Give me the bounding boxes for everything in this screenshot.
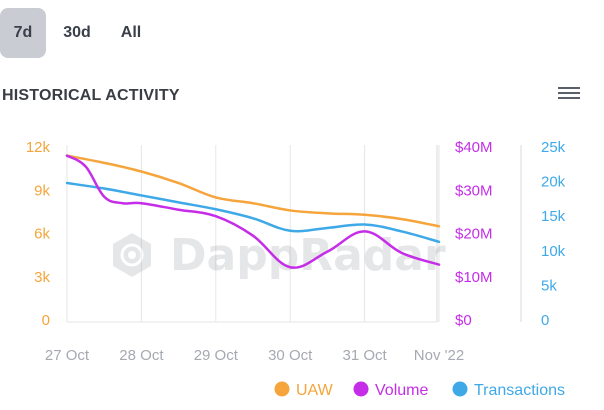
axis-right2-tick-label: 0 [541,312,549,329]
historical-activity-chart: DappRadar 0 3k 6k 9k 12k $0 $10M $20M $30M $40M 0 5… [26,139,566,399]
x-axis-tick-label: 27 Oct [45,347,90,364]
x-axis-tick-label: 28 Oct [119,347,164,364]
tab-7d[interactable]: 7d [0,8,46,58]
tab-all[interactable]: All [120,24,142,41]
tab-30d[interactable]: 30d [63,24,91,41]
x-axis-tick-label: Nov '22 [414,347,464,364]
axis-left-tick-label: 9k [34,182,50,199]
axis-right2-tick-label: 15k [541,208,566,225]
axis-right1-tick-label: $40M [455,139,493,156]
legend-marker-transactions[interactable] [452,381,468,397]
axis-left-tick-label: 3k [34,269,50,286]
axis-right1-tick-label: $10M [455,269,493,286]
x-axis-tick-label: 31 Oct [343,347,388,364]
axis-left-tick-label: 6k [34,226,50,243]
watermark-text: DappRadar [170,230,446,281]
dappradar-logo-icon [113,233,151,277]
series-line-volume[interactable] [65,154,441,269]
legend-marker-uaw[interactable] [274,381,290,397]
axis-right1-tick-label: $20M [455,226,493,243]
legend-label-transactions[interactable]: Transactions [474,382,565,399]
x-axis-tick-label: 30 Oct [268,347,313,364]
axis-right1-tick-label: $30M [455,182,493,199]
x-axis-tick-label: 29 Oct [194,347,239,364]
axis-right2-tick-label: 25k [541,139,566,156]
axis-right2-tick-label: 10k [541,243,566,260]
legend-marker-volume[interactable] [353,381,369,397]
axis-right2-tick-label: 20k [541,174,566,191]
axis-right1-tick-label: $0 [455,312,472,329]
hamburger-menu-icon[interactable] [558,86,582,104]
series-line-transactions[interactable] [65,181,441,244]
axis-left-tick-label: 0 [42,312,50,329]
axis-right2-tick-label: 5k [541,277,557,294]
axis-left-tick-label: 12k [26,139,51,156]
series-line-uaw[interactable] [65,154,441,228]
dappradar-watermark: DappRadar [113,230,446,281]
legend-label-volume[interactable]: Volume [375,382,428,399]
section-title: HISTORICAL ACTIVITY [2,87,180,104]
legend-label-uaw[interactable]: UAW [296,382,334,399]
